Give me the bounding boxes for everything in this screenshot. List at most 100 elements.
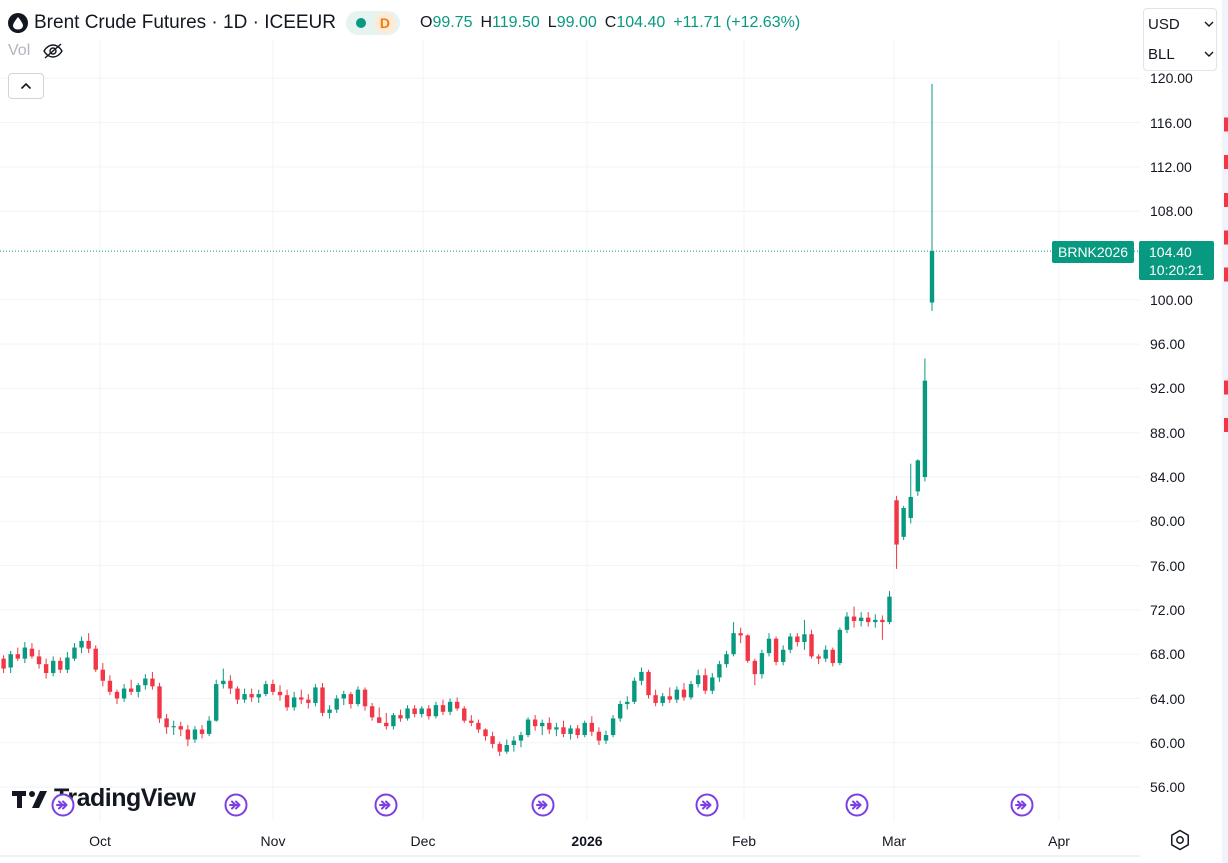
candle-body (717, 664, 722, 678)
candle (164, 714, 169, 734)
candle (795, 633, 800, 647)
volume-label[interactable]: Vol (8, 42, 31, 59)
candle (866, 612, 871, 627)
candle-body (582, 722, 587, 736)
alert-mark (1224, 380, 1228, 395)
candle (299, 689, 304, 705)
candle-body (922, 380, 928, 477)
candle-body (575, 728, 580, 736)
candle-body (617, 704, 623, 719)
candle (86, 633, 91, 654)
candle-body (341, 694, 346, 699)
price-tick-label: 60.00 (1150, 734, 1186, 751)
eye-off-icon[interactable] (42, 43, 64, 59)
candle-body (426, 708, 432, 717)
event-icon[interactable] (51, 793, 75, 817)
currency-select[interactable]: USD (1148, 11, 1214, 37)
event-icon[interactable] (531, 793, 555, 817)
candle-body (171, 726, 176, 728)
candle (377, 707, 382, 723)
price-tick-label: 116.00 (1150, 114, 1192, 131)
candle-body (384, 722, 389, 727)
event-icon[interactable] (845, 793, 869, 817)
candle (277, 685, 283, 701)
event-icon[interactable] (695, 793, 719, 817)
candle-body (908, 496, 913, 518)
candle (284, 689, 290, 711)
candle (327, 705, 332, 719)
price-tick-label: 56.00 (1150, 779, 1186, 796)
alert-marks (1224, 117, 1228, 432)
market-status[interactable]: D (345, 11, 400, 35)
candle-body (327, 709, 332, 713)
candle (65, 651, 70, 674)
candle (1, 655, 6, 674)
candle-body (185, 729, 191, 740)
candle-body (632, 680, 637, 702)
candle (880, 615, 885, 640)
candle (93, 645, 98, 672)
tradingview-logo[interactable]: TradingView (12, 784, 196, 813)
event-icon[interactable] (1010, 793, 1034, 817)
candle (610, 715, 616, 738)
candle (228, 675, 233, 695)
candle-body (589, 722, 595, 732)
candle (809, 629, 814, 659)
price-tick-label: 88.00 (1150, 424, 1186, 441)
candle-body (270, 684, 276, 692)
candle (773, 636, 779, 666)
alert-mark (1224, 193, 1228, 207)
candle-body (369, 706, 375, 718)
symbol-title[interactable]: Brent Crude Futures · 1D · ICEEUR (34, 12, 336, 33)
candle (405, 705, 410, 721)
ohlc-values: O 99.75 H 119.50 L 99.00 C 104.40 +11.71 (+1… (412, 14, 800, 32)
candle-body (199, 729, 205, 734)
candle (29, 643, 35, 659)
candle (79, 636, 84, 654)
event-icon[interactable] (224, 793, 248, 817)
candle-body (398, 715, 403, 719)
candle (830, 647, 835, 667)
candle (731, 622, 736, 657)
event-icon[interactable] (374, 793, 398, 817)
candle-body (15, 654, 20, 659)
candle-body (809, 634, 814, 657)
candle (235, 686, 240, 705)
candle-body (773, 638, 779, 662)
candle (632, 677, 637, 705)
low-value: 99.00 (556, 14, 597, 31)
candle (617, 700, 623, 722)
candle-body (476, 722, 481, 730)
candle-body (504, 745, 509, 752)
candle (525, 717, 531, 738)
candle (249, 688, 254, 702)
candle-body (100, 669, 106, 681)
candle (717, 660, 722, 682)
candle (667, 687, 672, 703)
candle (22, 642, 28, 664)
candle (752, 658, 758, 686)
candle-body (93, 648, 98, 670)
candle (929, 83, 935, 311)
candle-body (844, 616, 850, 630)
candle-body (440, 705, 446, 712)
candle (844, 612, 850, 634)
candle-body (157, 686, 162, 719)
settings-icon[interactable] (1169, 829, 1191, 851)
delayed-badge[interactable]: D (373, 12, 396, 34)
collapse-legend-button[interactable] (8, 73, 44, 99)
candle-body (759, 653, 765, 675)
unit-select[interactable]: BLL (1148, 41, 1214, 67)
candle (341, 690, 346, 706)
candle (419, 706, 424, 718)
candle-body (206, 720, 212, 734)
candle-body (703, 675, 708, 691)
candle-body (221, 680, 226, 685)
candle-body (688, 684, 694, 698)
candle (759, 649, 765, 679)
candle (873, 614, 878, 628)
candle (454, 697, 460, 711)
candle-body (391, 715, 396, 727)
candle (313, 684, 318, 707)
